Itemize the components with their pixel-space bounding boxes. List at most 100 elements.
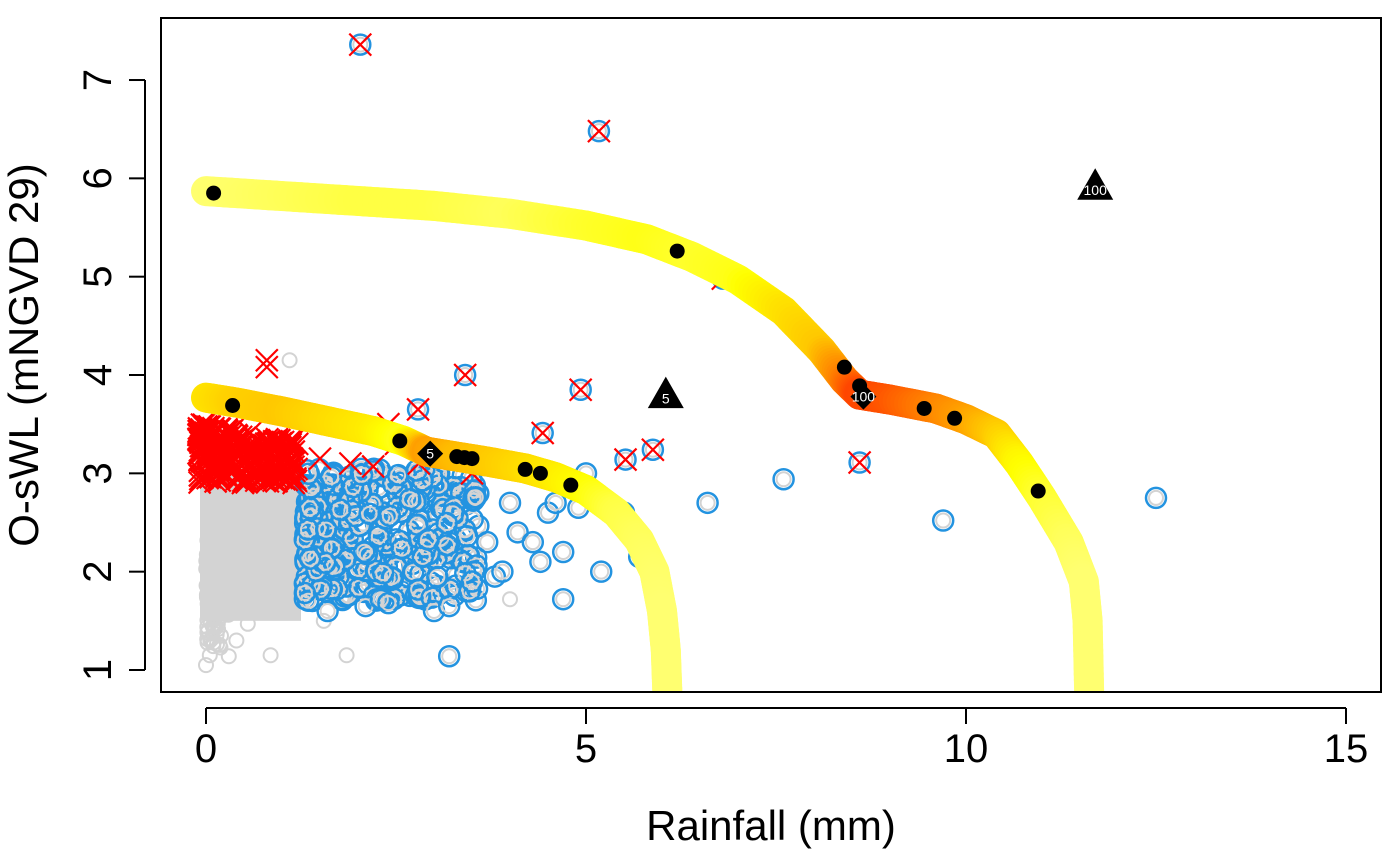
x-tick-label: 10 [944,727,989,771]
ensemble-sample-point [669,243,685,259]
blue-points-layer [293,457,1168,668]
joint-point-cross [453,363,477,387]
blue-point [361,460,385,483]
gray-point [211,636,228,653]
joint-exceedance-layer [348,32,872,475]
joint-point-inner [457,367,474,384]
y-tick-label: 1 [76,659,120,681]
blue-point-inner [301,500,318,517]
blue-point-inner [380,595,397,612]
blue-point [298,547,322,570]
joint-point-ring [614,448,637,471]
most-likely-event-diamond [417,440,444,467]
blue-point [491,560,514,583]
blue-point [464,486,488,509]
blue-point [426,565,449,589]
blue-point-inner [390,467,407,484]
joint-point-ring [587,119,611,143]
blue-point [350,463,374,486]
blue-point-inner [319,603,336,620]
blue-point [296,518,320,541]
blue-point-inner [593,563,610,580]
joint-point-inner [352,36,369,53]
ensemble-sample-point [206,185,222,201]
gray-point [198,657,214,674]
ensemble-sample-point [532,465,548,481]
red-cross [202,450,226,474]
joint-point-cross [406,397,430,422]
blue-point-inner [405,564,422,581]
red-cross [258,457,283,482]
blue-point-inner [555,591,572,608]
joint-point-inner [590,123,607,140]
ensemble-sample-point [563,477,579,493]
ensemble-sample-point [517,461,533,477]
red-cross [284,469,308,493]
blue-point-inner [438,515,455,532]
blue-point-inner [412,588,429,605]
blue-point [435,511,458,535]
blue-point-inner [296,584,313,601]
blue-point [378,504,402,528]
ensemble-sample-point [1030,483,1046,499]
blue-point-inner [375,565,392,582]
joint-point-ring [848,451,871,474]
blue-point [529,550,552,574]
blue-point-inner [532,553,549,570]
blue-point [377,591,400,615]
gray-point [338,647,355,664]
blue-point [319,465,343,489]
blue-point-inner [302,550,319,567]
blue-point-inner [494,563,511,580]
blue-point [398,487,422,511]
blue-point [437,594,461,618]
x-tick-label: 15 [1324,727,1369,771]
blue-point [344,504,367,528]
gray-point [228,632,245,649]
red-cross [193,437,217,461]
red-cross [308,446,332,471]
blue-point-inner [414,548,431,565]
red-cross [361,454,385,479]
gray-point [502,591,518,608]
blue-point [354,594,377,618]
blue-point [521,530,545,554]
blue-point [772,467,795,491]
blue-point-inner [300,592,317,609]
red-cross [217,445,241,469]
ensemble-sample-point [916,400,932,416]
blue-point [696,491,719,515]
ensemble-sample-point [947,410,963,426]
blue-point [314,518,338,541]
blue-point-inner [459,528,476,545]
x-axis: 0 5 10 15 [195,707,1369,771]
blue-point [432,498,455,521]
blue-point-inner [509,524,526,541]
joint-point-cross [641,437,665,462]
joint-point-ring [453,363,477,387]
x-axis-title: Rainfall (mm) [646,802,896,849]
blue-point-inner [441,648,458,665]
blue-point-inner [318,521,335,538]
blue-point [353,540,376,564]
y-axis-title: O-sWL (mNGVD 29) [0,163,47,546]
blue-point-inner [356,543,373,560]
x-tick-label: 5 [575,727,597,771]
blue-point-inner [365,463,382,480]
blue-point-inner [370,528,387,545]
ensemble-sample-point [836,359,852,375]
joint-point-ring [641,438,665,461]
blue-point [371,561,395,585]
y-tick-label: 6 [76,167,120,189]
joint-point-inner [644,441,661,458]
y-tick-label: 4 [76,364,120,386]
joint-point-ring [531,421,554,445]
blue-point [551,540,575,564]
blue-point [435,534,459,557]
most-likely-event-label: 100 [852,389,876,405]
blue-point-inner [502,494,518,511]
blue-point-inner [361,505,378,522]
red-cross [238,463,263,487]
joint-point-ring [406,398,430,421]
